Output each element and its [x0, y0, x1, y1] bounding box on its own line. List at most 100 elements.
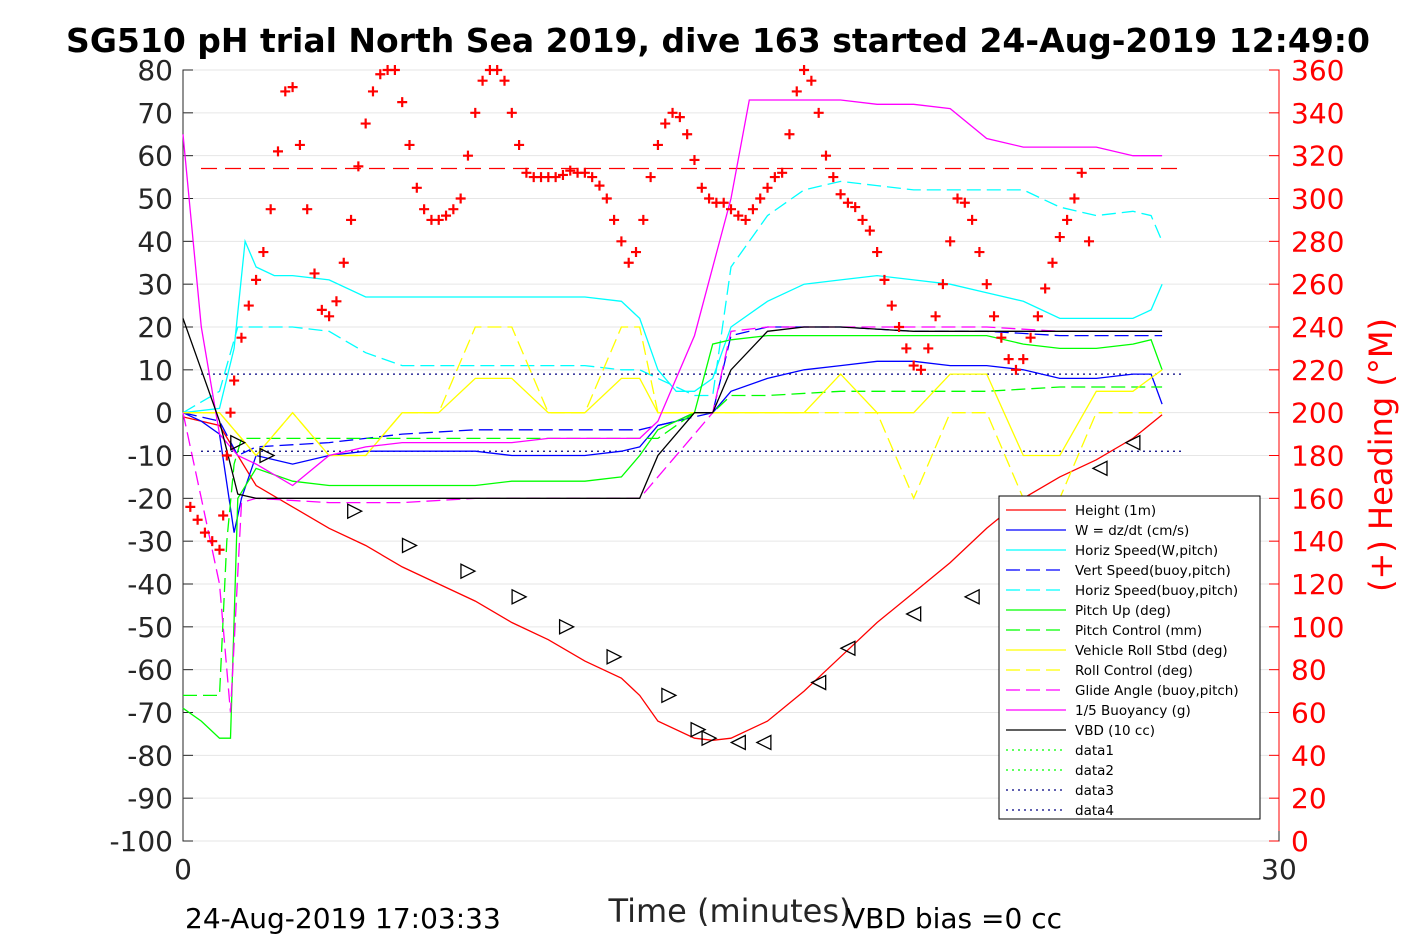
y-right-tick-label: 360 — [1291, 54, 1344, 87]
series-line-0 — [182, 414, 1163, 741]
y-right-tick-label: 280 — [1291, 225, 1344, 258]
series-line-8 — [183, 326, 1163, 500]
heading-point — [952, 193, 963, 204]
heading-point — [696, 182, 707, 193]
heading-point — [207, 536, 218, 547]
heading-layer — [185, 65, 1095, 555]
series-line-6 — [183, 386, 1163, 697]
x-axis: 0 30 — [174, 831, 1297, 886]
y-tick-label: -60 — [127, 654, 173, 687]
y-right-tick-label: 100 — [1291, 611, 1344, 644]
heading-point — [1076, 167, 1087, 178]
y-tick-label: 70 — [137, 97, 173, 130]
y-tick-label: -40 — [127, 568, 173, 601]
height-marker — [963, 588, 980, 605]
y-right-tick-label: 180 — [1291, 440, 1344, 473]
heading-point — [272, 146, 283, 157]
y-right-tick-label: 20 — [1291, 782, 1327, 815]
heading-point — [989, 311, 1000, 322]
heading-point — [1018, 354, 1029, 365]
y-right-tick-label: 340 — [1291, 97, 1344, 130]
heading-point — [192, 514, 203, 525]
height-marker — [1091, 460, 1108, 477]
y-right-tick-label: 80 — [1291, 654, 1327, 687]
heading-point — [784, 129, 795, 140]
heading-point — [674, 112, 685, 123]
legend-label: Roll Control (deg) — [1075, 663, 1193, 679]
footer-vbd-bias: VBD bias =0 cc — [846, 902, 1062, 935]
y-tick-label: 60 — [137, 140, 173, 173]
legend-label: data2 — [1075, 763, 1114, 779]
y-tick-label: 80 — [137, 54, 173, 87]
heading-point — [455, 193, 466, 204]
heading-point — [820, 150, 831, 161]
heading-point — [338, 257, 349, 268]
legend-label: Horiz Speed(buoy,pitch) — [1075, 583, 1238, 599]
heading-point — [309, 268, 320, 279]
height-marker — [905, 605, 922, 623]
heading-point — [587, 172, 598, 183]
heading-point — [864, 225, 875, 236]
series-line-2 — [182, 238, 1163, 414]
height-marker — [230, 434, 247, 451]
heading-point — [1003, 354, 1014, 365]
heading-point — [331, 296, 342, 307]
legend-label: VBD (10 cc) — [1075, 723, 1155, 739]
heading-point — [901, 343, 912, 354]
heading-point — [324, 311, 335, 322]
y-tick-label: -80 — [127, 739, 173, 772]
heading-point — [397, 97, 408, 108]
heading-point — [375, 69, 386, 80]
legend-label: Horiz Speed(W,pitch) — [1075, 543, 1218, 559]
footer-timestamp: 24-Aug-2019 17:03:33 — [185, 902, 501, 935]
series-layer — [182, 99, 1181, 741]
heading-point — [287, 82, 298, 93]
heading-point — [791, 86, 802, 97]
heading-point — [225, 407, 236, 418]
heading-point — [477, 75, 488, 86]
heading-point — [894, 322, 905, 332]
heading-point — [441, 210, 452, 221]
heading-point — [755, 193, 766, 204]
y-right-tick-label: 200 — [1291, 397, 1344, 430]
chart-title: SG510 pH trial North Sea 2019, dive 163 … — [66, 21, 1370, 60]
heading-point — [813, 107, 824, 118]
heading-point — [733, 210, 744, 221]
heading-point — [499, 75, 510, 86]
heading-point — [908, 360, 919, 371]
heading-point — [557, 169, 568, 180]
heading-point — [565, 165, 576, 176]
heading-point — [218, 510, 229, 521]
y-tick-label: -30 — [127, 525, 173, 558]
x-tick-label: 0 — [174, 853, 192, 886]
y-axis-right-label: (+) Heading (°M) — [1362, 318, 1400, 592]
legend-label: Height (1m) — [1075, 503, 1156, 519]
heading-point — [360, 118, 371, 129]
y-axis-right: 3603403203002802602402202001801601401201… — [1269, 54, 1344, 858]
heading-point — [842, 197, 853, 208]
heading-point — [704, 193, 715, 204]
heading-point — [799, 65, 810, 75]
y-right-tick-label: 40 — [1291, 739, 1327, 772]
series-line-11 — [182, 318, 1163, 499]
height-marker — [1124, 434, 1141, 451]
heading-point — [367, 86, 378, 97]
heading-point — [806, 75, 817, 86]
heading-point — [937, 279, 948, 290]
height-marker — [347, 503, 364, 520]
heading-point — [550, 172, 561, 183]
y-tick-label: 20 — [137, 311, 173, 344]
heading-point — [1047, 257, 1058, 268]
legend-label: Glide Angle (buoy,pitch) — [1075, 683, 1239, 699]
height-marker — [810, 674, 827, 691]
heading-point — [243, 300, 254, 311]
heading-point — [726, 204, 736, 215]
heading-point — [594, 180, 605, 191]
heading-point — [616, 236, 627, 247]
heading-point — [682, 129, 693, 140]
legend-label: W = dz/dt (cm/s) — [1075, 523, 1189, 539]
height-marker — [401, 537, 418, 554]
heading-point — [353, 161, 364, 172]
y-tick-label: 40 — [137, 225, 173, 258]
